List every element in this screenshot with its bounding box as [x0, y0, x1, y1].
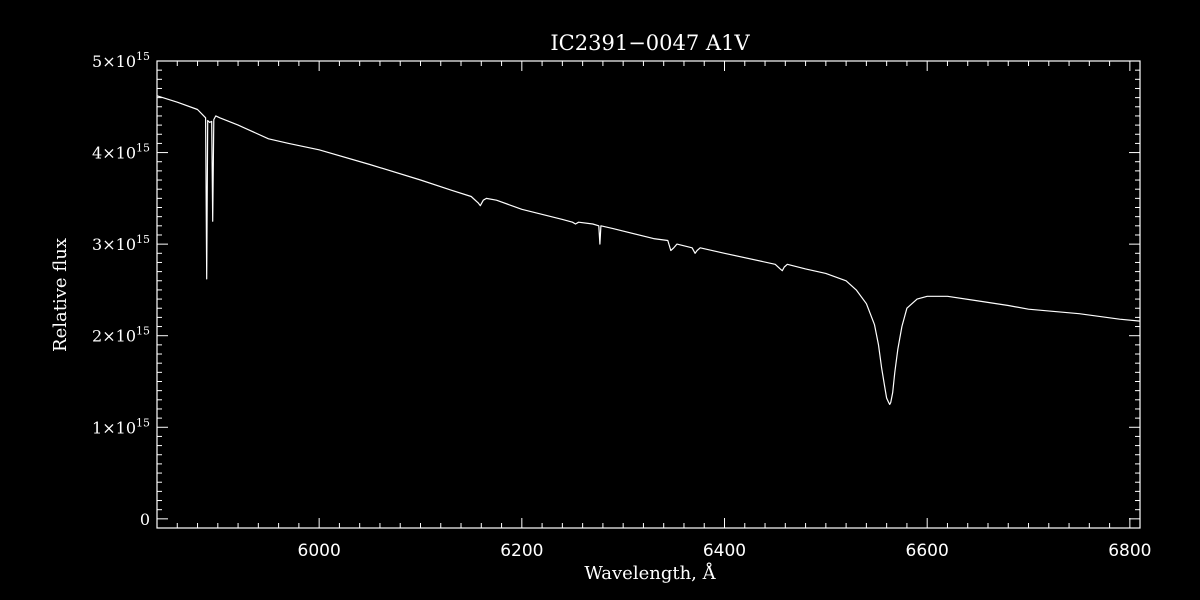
x-axis-label: Wavelength, Å: [584, 562, 716, 584]
y-tick-label: 4×1015: [92, 142, 150, 163]
y-tick-label: 3×1015: [92, 233, 150, 254]
y-tick-label: 1×1015: [92, 416, 150, 437]
spectrum-line: [156, 95, 1141, 405]
x-tick-label: 6400: [703, 541, 746, 561]
y-tick-label: 5×1015: [92, 50, 150, 71]
x-tick-labels: 6000 6200 6400 6600 6800: [298, 541, 1152, 561]
x-tick-label: 6600: [906, 541, 949, 561]
x-tick-label: 6800: [1108, 541, 1151, 561]
plot-frame: [156, 60, 1141, 529]
y-tick-label: 0: [140, 510, 150, 529]
chart-title: IC2391−0047 A1V: [550, 31, 750, 55]
axis-ticks: [156, 60, 1140, 528]
y-axis-label: Relative flux: [50, 238, 71, 352]
y-tick-labels: 0 1×1015 2×1015 3×1015 4×1015 5×1015: [92, 50, 150, 529]
x-tick-label: 6200: [500, 541, 543, 561]
y-tick-label: 2×1015: [92, 325, 150, 346]
x-tick-label: 6000: [298, 541, 341, 561]
